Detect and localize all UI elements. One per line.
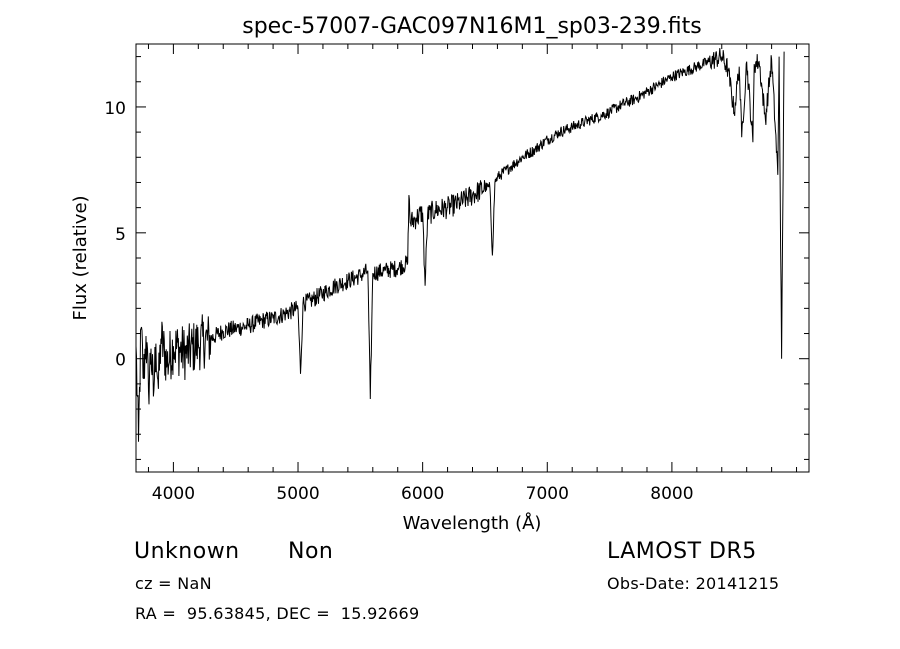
cz-value: cz = NaN bbox=[135, 574, 212, 593]
chart-title: spec-57007-GAC097N16M1_sp03-239.fits bbox=[242, 14, 702, 39]
y-axis-label: Flux (relative) bbox=[70, 195, 91, 320]
plot-frame bbox=[135, 43, 810, 473]
x-tick-label: 6000 bbox=[401, 484, 444, 504]
y-tick-label: 5 bbox=[115, 225, 126, 245]
x-tick-label: 7000 bbox=[526, 484, 569, 504]
x-axis-label: Wavelength (Å) bbox=[403, 512, 542, 534]
y-tick-label: 10 bbox=[104, 99, 126, 119]
y-tick-label: 0 bbox=[115, 351, 126, 371]
x-tick-label: 4000 bbox=[152, 484, 195, 504]
obs-date: Obs-Date: 20141215 bbox=[607, 574, 780, 593]
spectrum-line bbox=[135, 48, 785, 442]
spectral-class: Unknown bbox=[134, 539, 240, 564]
x-tick-label: 8000 bbox=[650, 484, 693, 504]
x-tick-label: 5000 bbox=[276, 484, 319, 504]
ra-dec-coords: RA = 95.63845, DEC = 15.92669 bbox=[135, 604, 420, 623]
spectral-subclass: Non bbox=[288, 539, 334, 564]
survey-name: LAMOST DR5 bbox=[607, 539, 757, 564]
